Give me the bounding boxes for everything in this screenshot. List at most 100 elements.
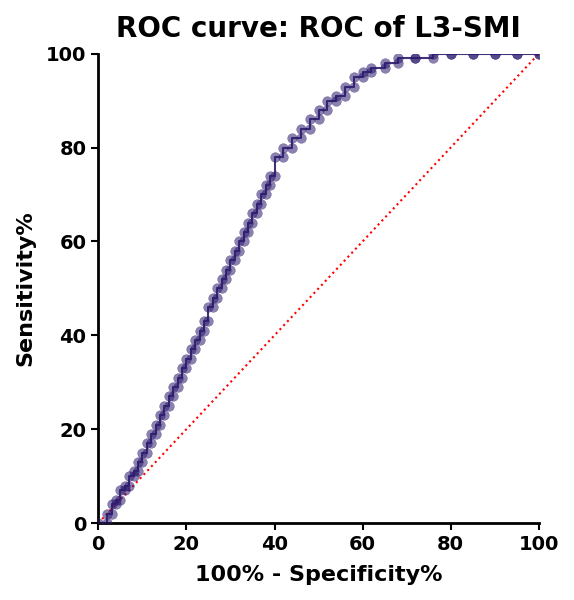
Point: [288, 133, 297, 143]
Point: [393, 53, 402, 63]
Point: [243, 218, 253, 227]
Point: [177, 364, 187, 373]
Point: [279, 152, 288, 162]
Point: [191, 344, 200, 354]
Point: [332, 91, 341, 101]
Point: [230, 256, 239, 265]
Point: [411, 53, 420, 63]
Point: [230, 246, 239, 256]
Point: [120, 481, 129, 490]
Point: [305, 115, 315, 124]
Point: [156, 410, 165, 420]
Point: [182, 354, 191, 364]
Point: [226, 265, 235, 274]
Point: [266, 181, 275, 190]
Point: [239, 227, 249, 237]
Point: [156, 420, 165, 430]
Point: [164, 401, 173, 410]
Point: [429, 53, 438, 63]
Point: [120, 485, 129, 495]
Point: [208, 302, 218, 312]
Point: [239, 236, 249, 246]
Point: [103, 518, 112, 528]
Point: [270, 152, 279, 162]
Point: [138, 457, 147, 467]
Point: [222, 274, 231, 284]
Point: [226, 256, 235, 265]
Point: [340, 82, 350, 91]
Point: [111, 495, 121, 505]
Point: [177, 373, 187, 382]
Point: [133, 467, 142, 476]
Point: [116, 485, 125, 495]
Point: [332, 96, 341, 106]
Point: [358, 68, 367, 77]
Point: [367, 68, 376, 77]
Point: [253, 208, 262, 218]
Point: [186, 354, 195, 364]
Point: [261, 181, 270, 190]
Point: [169, 392, 178, 401]
Point: [222, 265, 231, 274]
Point: [116, 495, 125, 505]
Point: [151, 420, 160, 430]
Point: [195, 335, 204, 345]
Point: [199, 316, 208, 326]
Point: [212, 293, 222, 302]
Point: [204, 316, 213, 326]
Point: [446, 49, 455, 58]
Point: [288, 143, 297, 152]
Point: [323, 96, 332, 106]
Point: [490, 49, 499, 58]
Point: [512, 49, 521, 58]
Point: [111, 500, 121, 509]
Point: [142, 439, 152, 448]
Point: [266, 171, 275, 181]
Title: ROC curve: ROC of L3-SMI: ROC curve: ROC of L3-SMI: [116, 15, 521, 43]
Point: [199, 326, 208, 335]
Point: [534, 49, 544, 58]
Point: [305, 124, 315, 134]
Point: [349, 82, 358, 91]
Point: [349, 73, 358, 82]
Point: [367, 63, 376, 73]
Point: [208, 293, 218, 302]
Point: [429, 49, 438, 58]
Point: [164, 392, 173, 401]
Point: [94, 518, 103, 528]
Point: [195, 326, 204, 335]
Point: [142, 448, 152, 457]
Point: [173, 382, 182, 392]
Point: [243, 227, 253, 237]
Point: [380, 63, 389, 73]
Point: [160, 410, 169, 420]
Point: [248, 218, 257, 227]
Point: [257, 190, 266, 199]
Point: [217, 274, 226, 284]
Point: [279, 143, 288, 152]
Point: [146, 429, 156, 439]
Point: [169, 382, 178, 392]
Point: [151, 429, 160, 439]
Point: [314, 115, 323, 124]
Point: [314, 105, 323, 115]
Point: [248, 208, 257, 218]
Point: [323, 105, 332, 115]
Point: [146, 439, 156, 448]
Point: [393, 58, 402, 68]
Point: [296, 124, 305, 134]
Point: [340, 91, 350, 101]
Point: [446, 49, 455, 58]
Point: [235, 246, 244, 256]
Point: [103, 509, 112, 518]
Point: [411, 53, 420, 63]
Point: [204, 302, 213, 312]
Point: [217, 284, 226, 293]
Point: [107, 509, 116, 518]
Point: [261, 190, 270, 199]
Point: [534, 49, 544, 58]
Point: [160, 401, 169, 410]
X-axis label: 100% - Specificity%: 100% - Specificity%: [195, 565, 443, 585]
Point: [182, 364, 191, 373]
Point: [512, 49, 521, 58]
